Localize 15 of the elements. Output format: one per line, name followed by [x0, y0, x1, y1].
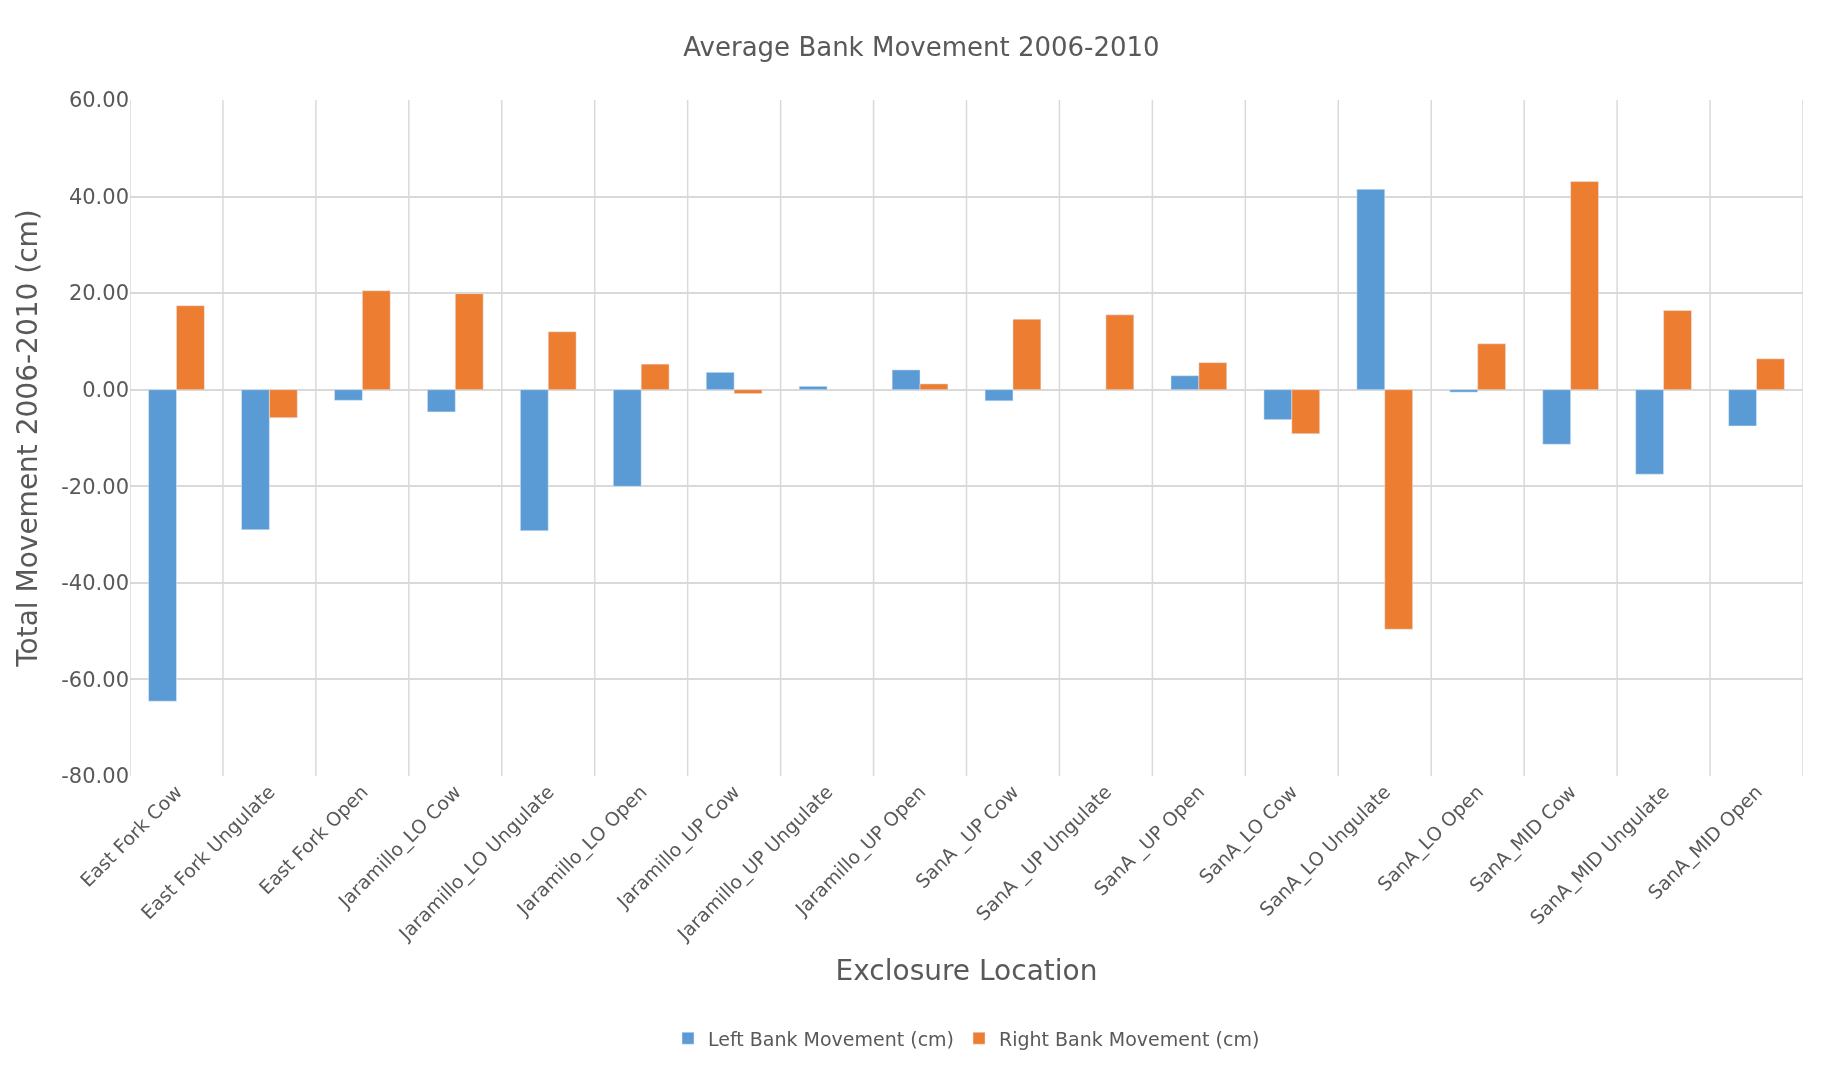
y-tick-label: 40.00	[68, 184, 129, 209]
legend-label: Right Bank Movement (cm)	[999, 1027, 1260, 1050]
chart-title: Average Bank Movement 2006-2010	[683, 31, 1160, 62]
y-tick-label: -80.00	[61, 764, 129, 789]
y-tick-label: -60.00	[61, 667, 129, 692]
y-tick-label: 20.00	[68, 281, 129, 306]
legend-label: Left Bank Movement (cm)	[708, 1027, 955, 1050]
y-tick-label: -40.00	[61, 571, 129, 596]
y-axis-title: Total Movement 2006-2010 (cm)	[11, 209, 44, 668]
x-axis-title: Exclosure Location	[835, 953, 1098, 987]
y-tick-label: 0.00	[82, 378, 129, 403]
y-tick-label: -20.00	[61, 474, 129, 499]
bar	[798, 386, 828, 390]
y-tick-label: 60.00	[68, 88, 129, 113]
bar	[1105, 314, 1135, 390]
